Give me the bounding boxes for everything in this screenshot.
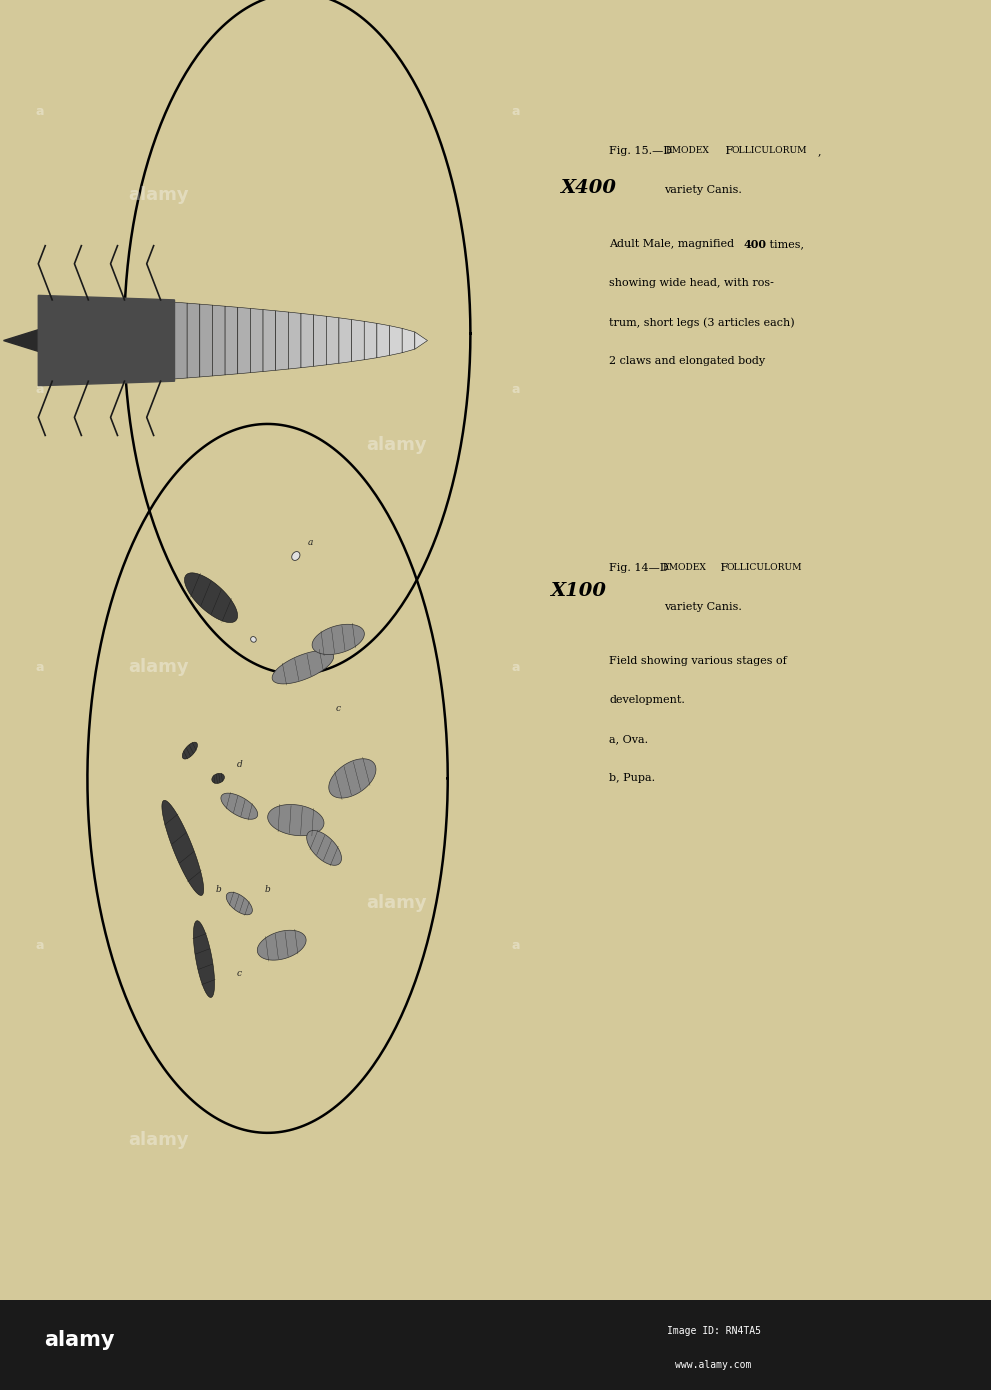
Text: a: a (307, 538, 312, 546)
Text: Adult Male, magnified: Adult Male, magnified (609, 239, 738, 249)
Text: times,: times, (766, 239, 804, 249)
Polygon shape (339, 318, 352, 363)
Polygon shape (184, 573, 238, 623)
Text: b: b (215, 885, 221, 894)
Text: Fig. 14—D: Fig. 14—D (609, 563, 669, 573)
Polygon shape (225, 306, 238, 375)
Text: X100: X100 (550, 582, 606, 599)
Text: a: a (36, 382, 44, 396)
Text: ,: , (818, 146, 822, 156)
Polygon shape (212, 773, 224, 784)
Polygon shape (291, 552, 300, 560)
Text: Fig. 15.—D: Fig. 15.—D (609, 146, 673, 156)
Text: development.: development. (609, 695, 686, 705)
Polygon shape (182, 742, 197, 759)
Text: alamy: alamy (44, 1330, 115, 1350)
Polygon shape (365, 321, 377, 360)
Polygon shape (288, 313, 301, 368)
Polygon shape (162, 801, 204, 895)
Text: Image ID: RN4TA5: Image ID: RN4TA5 (667, 1326, 760, 1336)
Text: alamy: alamy (128, 659, 189, 676)
Polygon shape (251, 637, 257, 642)
Polygon shape (258, 930, 306, 960)
Polygon shape (313, 314, 326, 367)
Text: a: a (511, 660, 519, 674)
Polygon shape (389, 325, 402, 356)
Polygon shape (352, 320, 365, 361)
Polygon shape (251, 309, 263, 373)
Text: www.alamy.com: www.alamy.com (675, 1359, 752, 1369)
Polygon shape (329, 759, 376, 798)
Polygon shape (301, 313, 313, 368)
Text: 400: 400 (743, 239, 766, 250)
Text: F: F (717, 563, 728, 573)
Polygon shape (263, 310, 275, 371)
Text: d: d (237, 760, 242, 769)
Text: showing wide head, with ros-: showing wide head, with ros- (609, 278, 774, 288)
Polygon shape (312, 624, 365, 655)
Text: a: a (36, 938, 44, 952)
Text: a: a (511, 382, 519, 396)
Text: trum, short legs (3 articles each): trum, short legs (3 articles each) (609, 317, 795, 328)
Polygon shape (187, 303, 200, 378)
Text: c: c (237, 969, 242, 977)
Text: OLLICULORUM: OLLICULORUM (726, 563, 802, 571)
Polygon shape (306, 830, 342, 866)
Polygon shape (275, 311, 288, 370)
Polygon shape (238, 307, 251, 374)
Text: a: a (511, 104, 519, 118)
Text: 2 claws and elongated body: 2 claws and elongated body (609, 356, 766, 366)
Text: EMODEX: EMODEX (666, 146, 710, 154)
Polygon shape (174, 302, 187, 379)
Polygon shape (221, 794, 258, 819)
Text: b, Pupa.: b, Pupa. (609, 773, 656, 783)
Text: alamy: alamy (366, 895, 427, 912)
Text: variety Canis.: variety Canis. (664, 185, 742, 195)
Polygon shape (273, 651, 334, 684)
Polygon shape (200, 304, 212, 377)
Text: alamy: alamy (128, 1131, 189, 1148)
Polygon shape (4, 329, 39, 352)
Polygon shape (377, 324, 389, 357)
Bar (0, 1300, 991, 1390)
Text: alamy: alamy (366, 436, 427, 453)
Polygon shape (212, 306, 225, 375)
Text: variety Canis.: variety Canis. (664, 602, 742, 612)
Text: a: a (36, 660, 44, 674)
Text: a: a (36, 104, 44, 118)
Text: c: c (336, 705, 341, 713)
Text: Field showing various stages of: Field showing various stages of (609, 656, 787, 666)
Text: a, Ova.: a, Ova. (609, 734, 648, 744)
Text: a: a (511, 938, 519, 952)
Text: F: F (722, 146, 733, 156)
Text: X400: X400 (560, 179, 616, 196)
Text: b: b (265, 885, 271, 894)
Polygon shape (402, 328, 415, 353)
Polygon shape (193, 920, 215, 998)
Polygon shape (226, 892, 253, 915)
Polygon shape (39, 296, 174, 385)
Polygon shape (268, 805, 324, 835)
Polygon shape (326, 317, 339, 364)
Text: OLLICULORUM: OLLICULORUM (731, 146, 807, 154)
Text: EMODEX: EMODEX (662, 563, 706, 571)
Text: alamy: alamy (128, 186, 189, 203)
Polygon shape (415, 332, 427, 349)
